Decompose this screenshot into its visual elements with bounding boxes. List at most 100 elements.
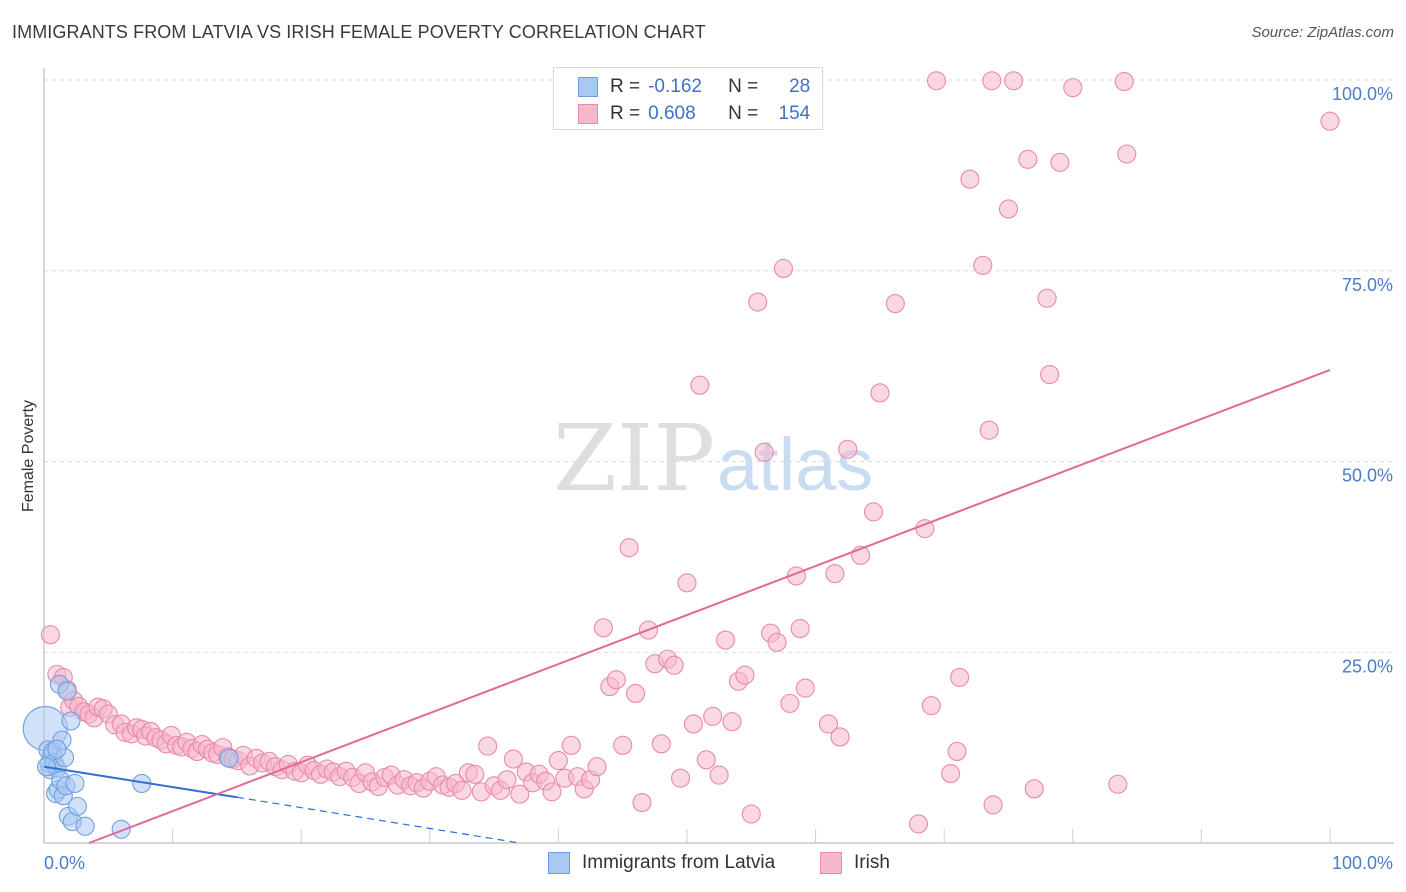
irish-point <box>561 735 581 755</box>
series-legend-irish[interactable]: Irish <box>820 852 890 874</box>
irish-trend-line <box>88 369 1331 844</box>
x-tick-label: 100.0% <box>1332 853 1393 873</box>
irish-point <box>973 255 993 275</box>
irish-point <box>478 736 498 756</box>
irish-point <box>683 714 703 734</box>
irish-point <box>950 667 970 687</box>
watermark-atlas: atlas <box>717 423 873 506</box>
irish-point <box>1018 149 1038 169</box>
irish-point <box>885 294 905 314</box>
irish-point <box>452 780 472 800</box>
legend-swatch-irish <box>578 104 598 124</box>
irish-point <box>1050 152 1070 172</box>
legend-row-latvia: R = -0.162 N = 28 <box>578 74 810 100</box>
irish-point <box>722 712 742 732</box>
y-tick-label: 25.0% <box>1342 656 1393 676</box>
series-legend-latvia[interactable]: Immigrants from Latvia <box>548 852 775 874</box>
legend-r-label: R = <box>610 103 641 124</box>
latvia-point <box>65 773 85 794</box>
irish-point <box>1037 288 1057 308</box>
irish-point <box>983 795 1003 815</box>
irish-point <box>926 71 947 91</box>
irish-point <box>651 734 671 754</box>
irish-point <box>716 630 736 650</box>
latvia-point <box>57 681 77 701</box>
latvia-point <box>111 819 131 839</box>
irish-point <box>795 678 815 698</box>
irish-point <box>790 619 810 639</box>
legend-swatch-latvia <box>578 77 598 97</box>
latvia-trend-extension <box>236 796 520 844</box>
irish-point <box>709 765 729 785</box>
irish-point <box>870 383 890 403</box>
x-tick-label: 0.0% <box>44 853 85 873</box>
irish-point <box>542 782 562 802</box>
irish-point <box>606 670 626 690</box>
irish-point <box>735 665 755 685</box>
irish-point <box>626 683 646 704</box>
legend-n-value: 154 <box>778 103 811 124</box>
irish-point <box>677 573 697 593</box>
irish-point <box>741 804 761 824</box>
y-tick-label: 100.0% <box>1332 84 1393 104</box>
irish-point <box>703 706 723 726</box>
irish-point <box>40 625 60 645</box>
irish-point <box>941 764 961 784</box>
legend-n-label: N = <box>728 76 759 97</box>
irish-point <box>979 420 999 440</box>
irish-point <box>671 768 691 788</box>
y-tick-labels: 25.0% 50.0% 75.0% 100.0% <box>1332 84 1393 676</box>
irish-point <box>696 750 716 770</box>
series-legend: Immigrants from Latvia Irish <box>0 852 1406 878</box>
irish-point <box>1024 779 1044 799</box>
irish-point <box>773 258 794 279</box>
legend-n-label: N = <box>728 103 759 124</box>
irish-point <box>998 199 1019 219</box>
watermark: ZIP atlas <box>553 405 873 512</box>
irish-point <box>1063 78 1083 98</box>
irish-point <box>1040 364 1060 385</box>
irish-point <box>908 814 929 834</box>
latvia-point <box>61 711 81 731</box>
irish-point <box>593 618 613 638</box>
y-tick-label: 50.0% <box>1342 466 1393 486</box>
chart-title: IMMIGRANTS FROM LATVIA VS IRISH FEMALE P… <box>12 22 706 42</box>
irish-point <box>497 770 517 790</box>
latvia-point <box>219 748 239 768</box>
irish-point <box>780 693 800 713</box>
y-axis-label: Female Poverty <box>20 400 37 512</box>
irish-point <box>754 442 774 462</box>
legend-r-label: R = <box>610 76 641 97</box>
irish-point <box>1117 144 1137 164</box>
irish-point <box>510 784 530 804</box>
legend-row-irish: R = 0.608 N = 154 <box>578 101 810 127</box>
series-label-irish: Irish <box>854 852 890 873</box>
irish-point <box>619 538 639 558</box>
irish-point <box>1004 71 1024 91</box>
irish-point <box>548 751 568 771</box>
irish-point <box>748 292 768 312</box>
chart-source: Source: ZipAtlas.com <box>1251 24 1394 41</box>
series-swatch-latvia <box>548 852 570 874</box>
irish-point <box>818 714 839 734</box>
legend-r-value: 0.608 <box>648 103 696 124</box>
trend-lines <box>43 369 1331 844</box>
irish-point <box>921 696 941 716</box>
irish-point <box>503 749 523 769</box>
series-swatch-irish <box>820 852 842 874</box>
x-tick-labels: 0.0% 100.0% <box>44 853 1393 873</box>
irish-point <box>838 439 858 459</box>
irish-point <box>465 764 485 784</box>
irish-point <box>1108 774 1128 794</box>
irish-point <box>1320 111 1340 131</box>
irish-point <box>960 169 980 189</box>
legend-r-value: -0.162 <box>648 76 702 97</box>
irish-point <box>767 632 787 652</box>
latvia-point <box>67 796 87 816</box>
data-points <box>22 71 1340 839</box>
series-label-latvia: Immigrants from Latvia <box>582 852 776 873</box>
irish-point <box>690 375 710 395</box>
correlation-legend: R = -0.162 N = 28 R = 0.608 N = 154 <box>553 67 823 130</box>
irish-point <box>587 757 607 777</box>
irish-point <box>1114 71 1134 92</box>
